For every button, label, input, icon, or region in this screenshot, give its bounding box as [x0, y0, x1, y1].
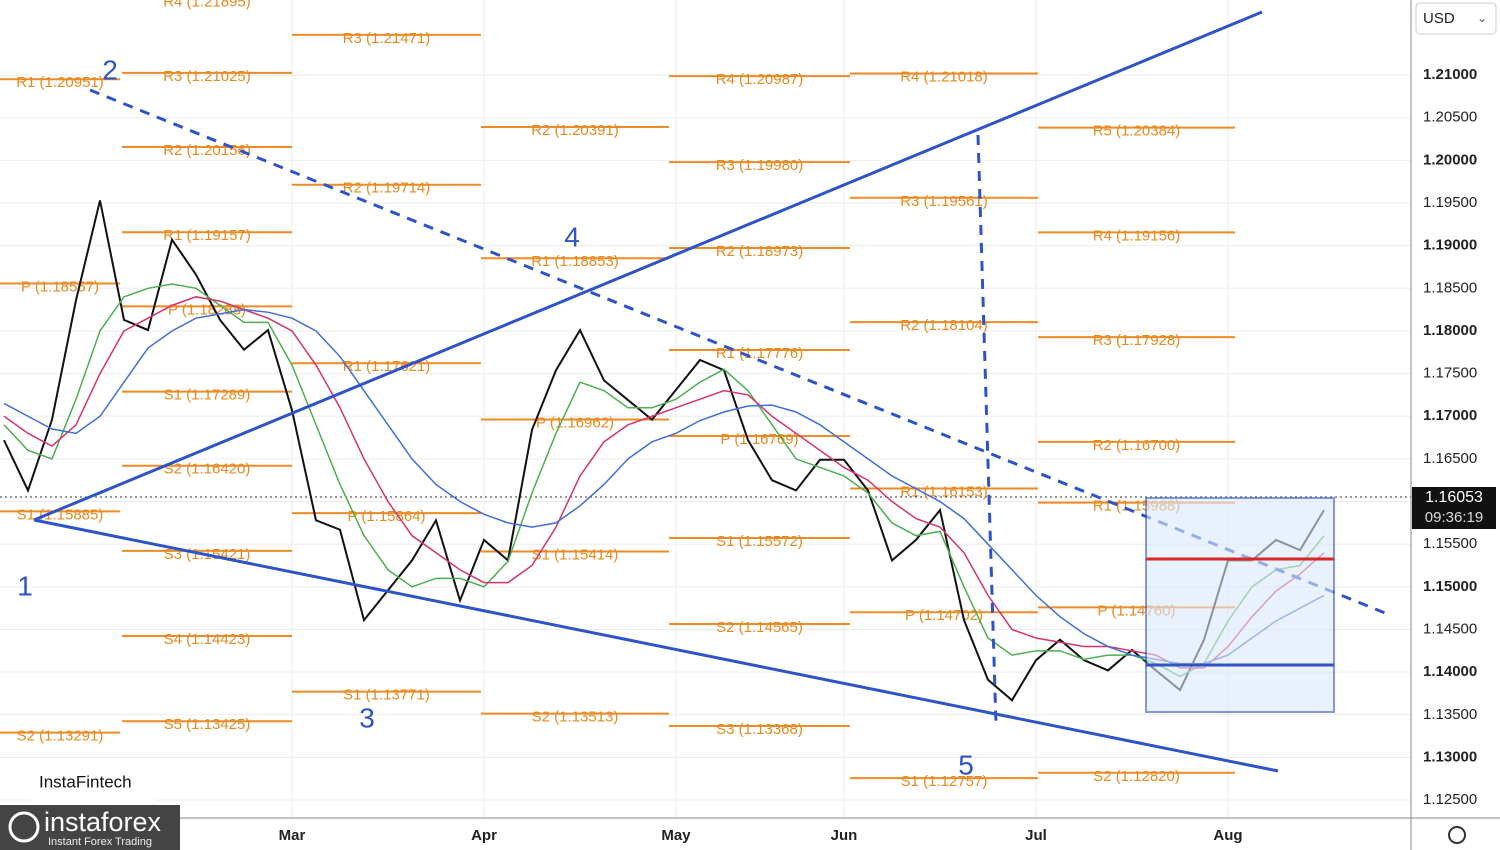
pivot-label: S2 (1.14565) — [716, 619, 803, 636]
last-time: 09:36:19 — [1425, 509, 1483, 526]
x-tick-label: May — [661, 827, 691, 844]
x-tick-label: Aug — [1213, 827, 1242, 844]
pivot-label: R1 (1.17776) — [716, 345, 804, 362]
pivot-label: S5 (1.13425) — [164, 716, 251, 733]
series-line — [3, 296, 1325, 669]
y-tick-label: 1.19000 — [1423, 237, 1477, 254]
wave-label: 2 — [102, 54, 118, 85]
pivot-label: S1 (1.13771) — [343, 687, 430, 704]
y-tick-label: 1.21000 — [1423, 66, 1477, 83]
pivot-label: R1 (1.19157) — [163, 227, 251, 244]
pivot-label: R3 (1.19561) — [900, 193, 988, 210]
y-tick-label: 1.14500 — [1423, 620, 1477, 637]
series-line — [3, 308, 1325, 665]
last-price-box — [1412, 487, 1496, 529]
y-tick-label: 1.12500 — [1423, 791, 1477, 808]
y-tick-label: 1.16500 — [1423, 450, 1477, 467]
pivot-label: S2 (1.13291) — [17, 728, 104, 745]
pivot-label: S2 (1.16420) — [164, 461, 251, 478]
pivot-label: R2 (1.16700) — [1093, 437, 1181, 454]
pivot-label: R4 (1.19156) — [1093, 227, 1181, 244]
pivot-label: S1 (1.15414) — [532, 547, 619, 564]
pivot-label: R3 (1.17928) — [1093, 332, 1181, 349]
pivot-label: P (1.16962) — [536, 414, 614, 431]
pivot-label: P (1.18288) — [168, 301, 246, 318]
pivot-label: R3 (1.21025) — [163, 68, 251, 85]
pivot-label: R2 (1.20391) — [531, 122, 619, 139]
grid — [0, 0, 1411, 818]
profile-box — [1145, 497, 1335, 713]
pivot-label: R4 (1.21018) — [900, 68, 988, 85]
x-tick-label: Mar — [279, 827, 306, 844]
pivot-label: R1 (1.17621) — [343, 358, 431, 375]
brand-box — [30, 765, 155, 801]
y-tick-label: 1.20000 — [1423, 151, 1477, 168]
pivot-label: R3 (1.19980) — [716, 157, 804, 174]
volume-profile — [1145, 497, 1335, 713]
y-tick-label: 1.15000 — [1423, 578, 1477, 595]
trendlines — [33, 10, 1391, 773]
pivot-label: S1 (1.17289) — [164, 387, 251, 404]
pivot-label: S1 (1.12757) — [901, 773, 988, 790]
pivot-label: R2 (1.20156) — [163, 142, 251, 159]
pivot-label: R4 (1.20987) — [716, 71, 804, 88]
wave-label: 3 — [359, 702, 375, 733]
pivot-label: P (1.15864) — [347, 508, 425, 525]
logo-text: instaforex — [44, 807, 162, 837]
trendline — [33, 10, 1263, 522]
y-tick-label: 1.15500 — [1423, 535, 1477, 552]
dropdown-arrow: ⌄ — [1477, 11, 1487, 25]
currency[interactable]: USD — [1423, 10, 1455, 27]
pivot-label: S3 (1.13368) — [716, 721, 803, 738]
x-tick-label: Jul — [1025, 827, 1047, 844]
wave-label: 4 — [564, 221, 580, 252]
trendline — [976, 134, 998, 726]
pivot-label: P (1.14702) — [905, 607, 983, 624]
wave-label: 5 — [958, 749, 974, 780]
pivot-label: S1 (1.15572) — [716, 533, 803, 550]
y-tick-label: 1.13500 — [1423, 706, 1477, 723]
logo-icon — [8, 811, 40, 843]
pivot-label: R4 (1.21895) — [163, 0, 251, 11]
pivot-label: R2 (1.19714) — [343, 180, 431, 197]
pivot-label: S2 (1.13513) — [532, 709, 619, 726]
pivot-label: S2 (1.12820) — [1093, 768, 1180, 785]
settings-icon[interactable] — [1448, 826, 1466, 844]
pivot-label: P (1.18557) — [21, 278, 99, 295]
pivot-label: R5 (1.20384) — [1093, 123, 1181, 140]
logo-box — [0, 805, 180, 850]
pivot-label: R2 (1.18104) — [900, 317, 988, 334]
pivot-levels: R1 (1.20951)P (1.18557)S1 (1.15885)S2 (1… — [0, 0, 1235, 790]
y-tick-label: 1.14000 — [1423, 663, 1477, 680]
y-tick-label: 1.20500 — [1423, 109, 1477, 126]
y-tick-label: 1.17500 — [1423, 365, 1477, 382]
y-tick-label: 1.18000 — [1423, 322, 1477, 339]
series-line — [3, 200, 1325, 702]
series-line — [3, 283, 1325, 678]
pivot-label: R1 (1.16153) — [900, 483, 988, 500]
y-tick-label: 1.19500 — [1423, 194, 1477, 211]
price-lines — [3, 200, 1325, 702]
pivot-label: S4 (1.14423) — [164, 631, 251, 648]
pivot-label: R1 (1.20951) — [16, 74, 104, 91]
trendline — [33, 518, 1279, 773]
brand-name: InstaFintech — [39, 772, 132, 791]
currency-select[interactable] — [1415, 2, 1497, 35]
x-tick-label: Jun — [831, 827, 858, 844]
y-tick-label: 1.13000 — [1423, 748, 1477, 765]
x-tick-label: Apr — [471, 827, 497, 844]
logo-tagline: Instant Forex Trading — [48, 836, 152, 848]
y-tick-label: 1.17000 — [1423, 407, 1477, 424]
pivot-label: R2 (1.18973) — [716, 243, 804, 260]
y-tick-label: 1.18500 — [1423, 279, 1477, 296]
pivot-label: R1 (1.18853) — [531, 253, 619, 270]
last-price: 1.16053 — [1425, 489, 1483, 506]
wave-label: 1 — [17, 570, 33, 601]
pivot-label: R3 (1.21471) — [343, 30, 431, 47]
